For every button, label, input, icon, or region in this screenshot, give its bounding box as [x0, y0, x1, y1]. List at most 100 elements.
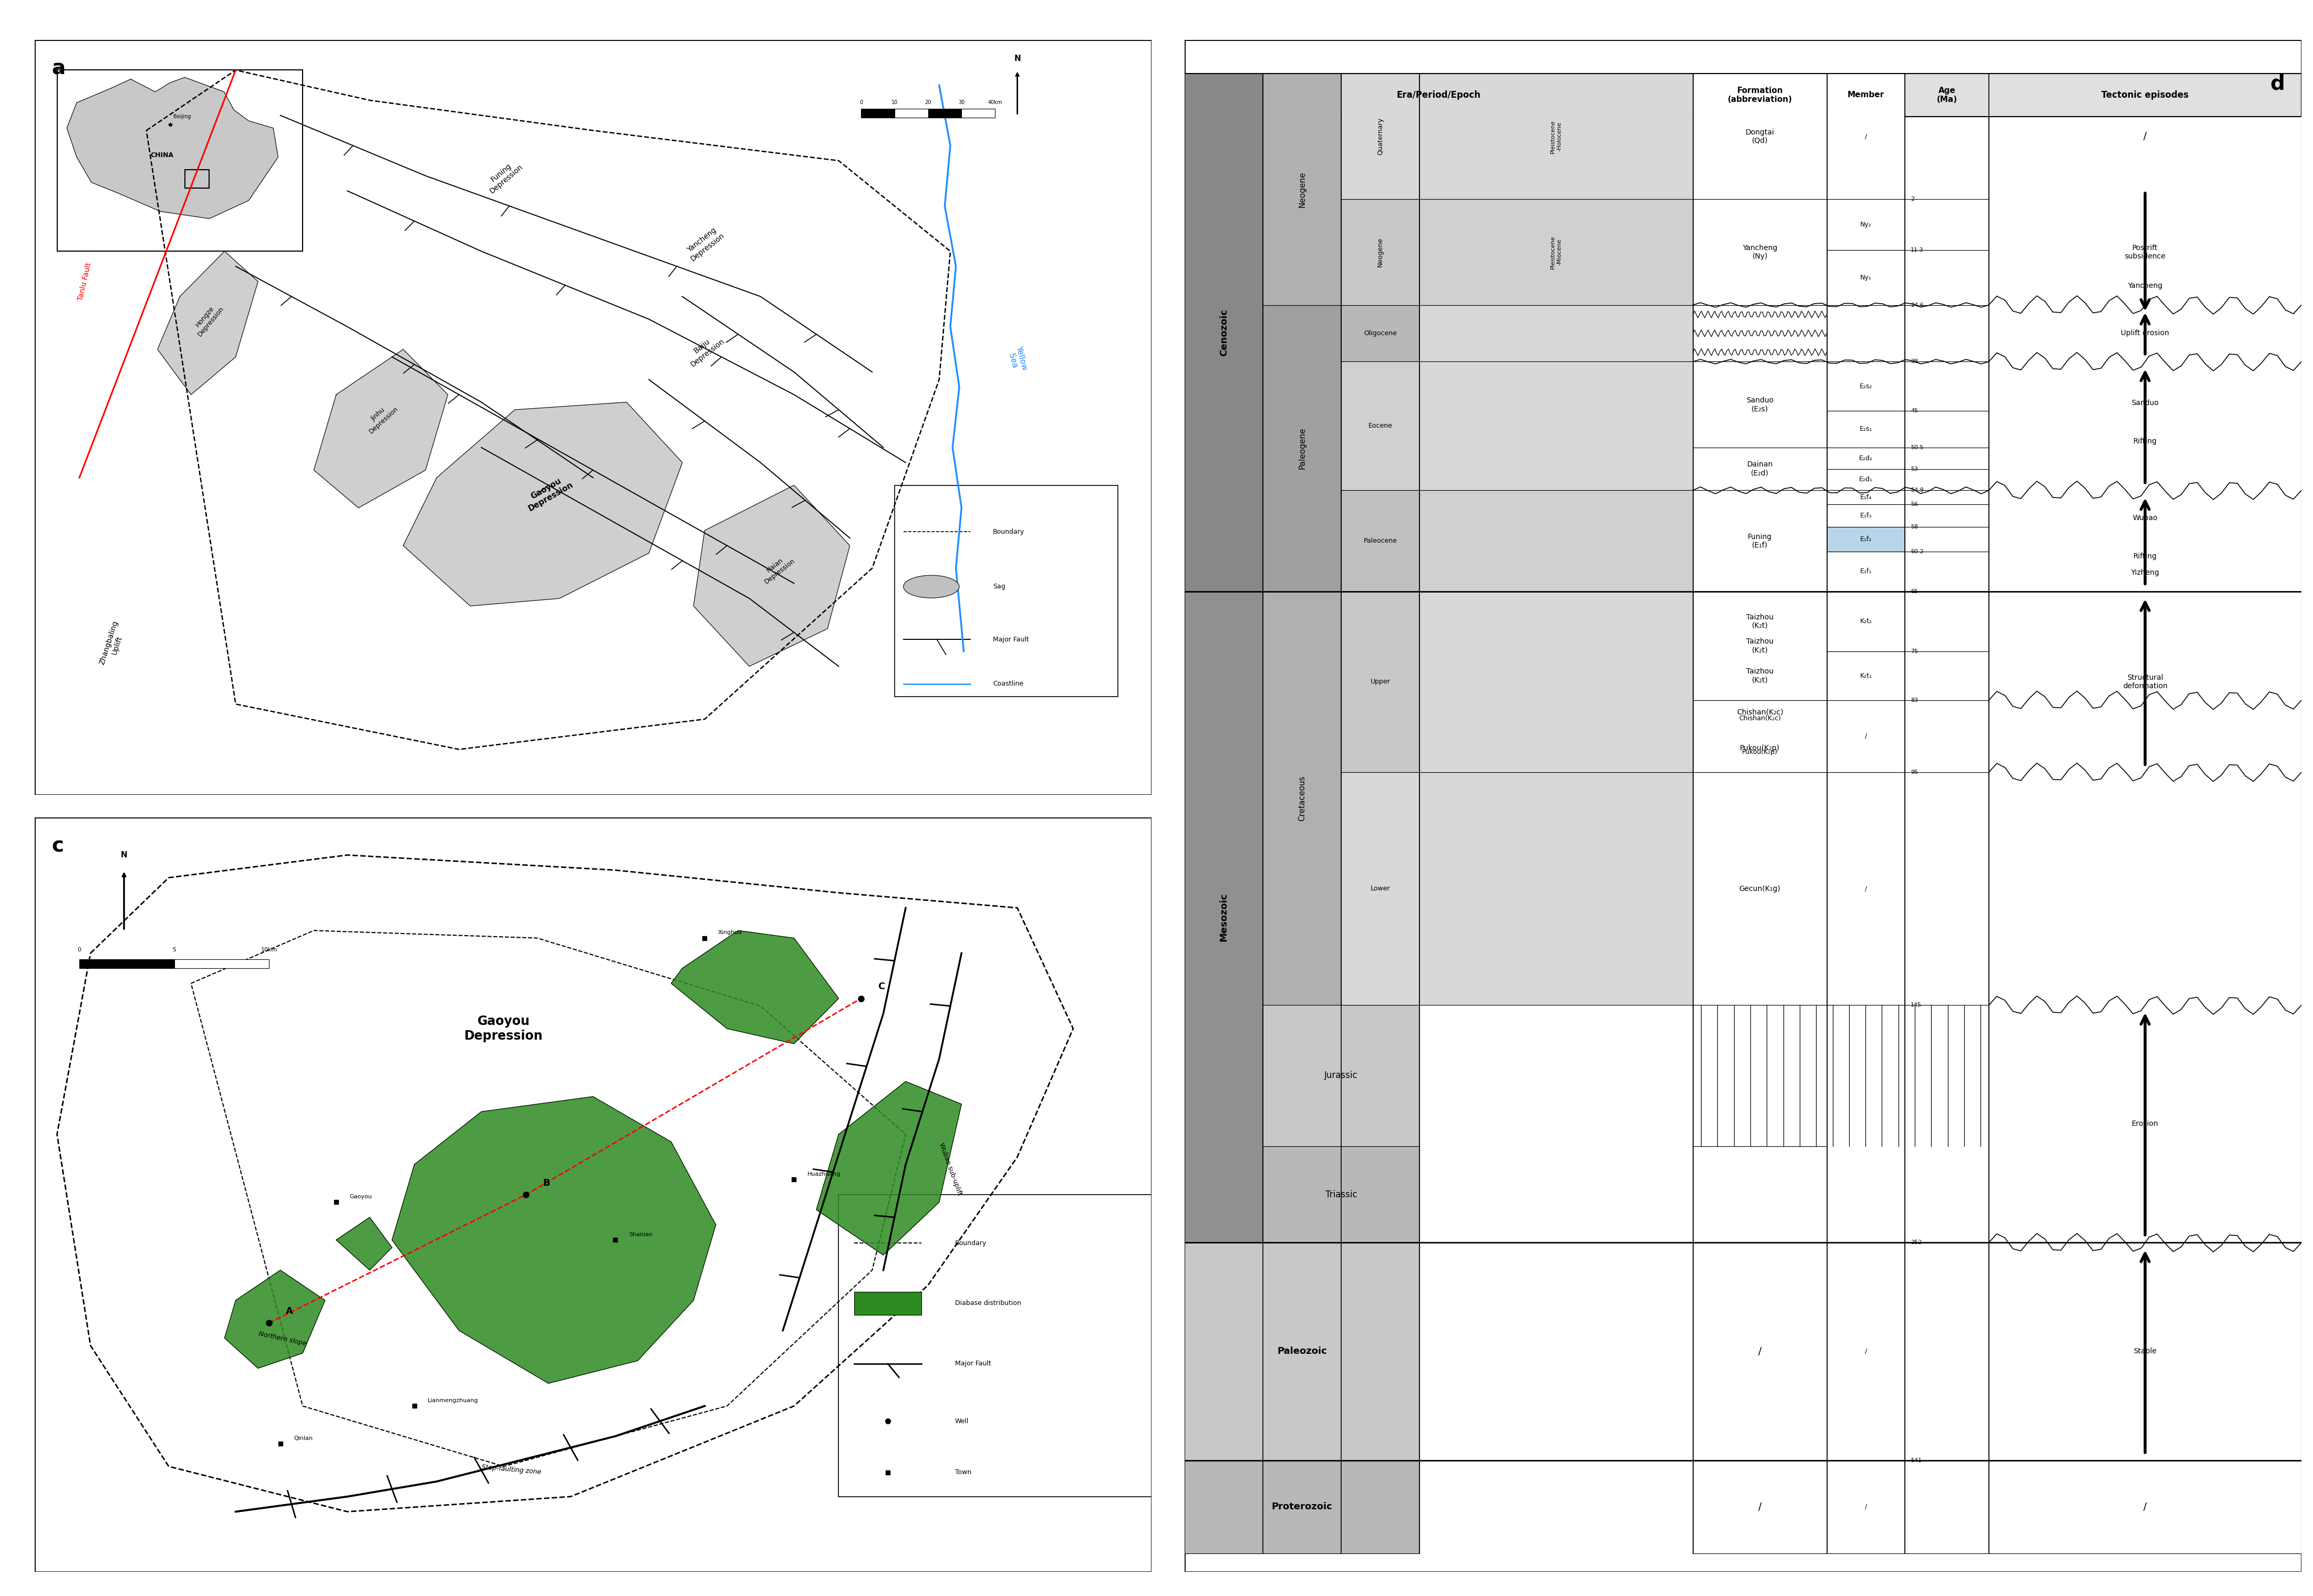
Text: E₂s₂: E₂s₂	[1860, 383, 1871, 389]
Text: 50.5: 50.5	[1911, 445, 1924, 450]
Bar	[1342, 73, 1420, 199]
Text: Gecun(K₁g): Gecun(K₁g)	[1739, 886, 1781, 892]
Text: Beijing: Beijing	[173, 115, 192, 120]
Text: Cenozoic: Cenozoic	[1219, 310, 1228, 356]
Text: 38: 38	[1911, 359, 1917, 364]
Bar	[1827, 362, 1906, 410]
Text: E₂s₁: E₂s₁	[1860, 426, 1871, 433]
Text: Sanduo: Sanduo	[2130, 399, 2158, 407]
Bar	[853, 1293, 921, 1315]
Text: Pukou(K₂p): Pukou(K₂p)	[1742, 749, 1779, 755]
Text: Mesozoic: Mesozoic	[1219, 892, 1228, 942]
Text: Taizhou
(K₂t): Taizhou (K₂t)	[1746, 638, 1774, 654]
Text: Northern slope: Northern slope	[259, 1331, 308, 1347]
Bar	[1989, 117, 2301, 1553]
Text: 40km: 40km	[988, 101, 1002, 105]
Bar	[1693, 701, 1827, 725]
Polygon shape	[694, 485, 849, 667]
Text: Pleistocene
-Miocene: Pleistocene -Miocene	[1550, 235, 1561, 268]
Bar	[58, 70, 303, 251]
Polygon shape	[335, 1218, 391, 1270]
Text: Proterozoic: Proterozoic	[1272, 1502, 1332, 1511]
Text: 65: 65	[1911, 589, 1917, 594]
Bar	[1693, 1243, 1827, 1460]
Bar	[1693, 362, 1827, 447]
Text: 45: 45	[1911, 409, 1917, 413]
Text: Chishan(K₂c): Chishan(K₂c)	[1739, 715, 1781, 721]
Text: Stable: Stable	[2133, 1347, 2156, 1355]
Text: Boundary: Boundary	[955, 1240, 985, 1246]
Text: Gaoyou
Depression: Gaoyou Depression	[465, 1015, 544, 1042]
Bar	[1827, 199, 1906, 251]
Bar	[1184, 1243, 1420, 1460]
Bar	[1827, 552, 1906, 592]
Text: Era/Period/Epoch: Era/Period/Epoch	[1397, 91, 1480, 101]
Text: /: /	[2144, 1502, 2146, 1511]
Bar	[79, 959, 173, 969]
Text: Erosion: Erosion	[2133, 1120, 2158, 1128]
Text: Triassic: Triassic	[1325, 1189, 1358, 1199]
Bar	[1263, 73, 1342, 305]
Text: Rifting: Rifting	[2133, 552, 2158, 560]
Ellipse shape	[904, 575, 960, 598]
Text: Jinhu
Depression: Jinhu Depression	[363, 399, 400, 436]
Text: Funing
(E₁f): Funing (E₁f)	[1749, 533, 1772, 549]
Bar	[173, 959, 268, 969]
Text: Town: Town	[955, 1468, 971, 1476]
Bar	[1827, 701, 1906, 772]
Bar	[1263, 1146, 1420, 1243]
Text: Postrift
subsidence: Postrift subsidence	[2126, 244, 2165, 260]
Text: Hongze
Depression: Hongze Depression	[190, 300, 224, 338]
Bar	[1827, 305, 1906, 362]
Bar	[1693, 701, 1827, 772]
Text: Jurassic: Jurassic	[1325, 1071, 1358, 1080]
Bar	[1906, 117, 1989, 1553]
Text: Qinlan: Qinlan	[294, 1436, 312, 1441]
Bar	[1342, 772, 1420, 1005]
Text: Oligocene: Oligocene	[1365, 330, 1397, 337]
Text: Yizheng: Yizheng	[2130, 568, 2160, 576]
Text: Sag: Sag	[992, 583, 1006, 591]
Bar	[1693, 592, 1827, 651]
Text: 75: 75	[1911, 648, 1917, 654]
Text: Uplift erosion: Uplift erosion	[2121, 330, 2170, 337]
Polygon shape	[391, 1096, 715, 1384]
Text: Sanduo
(E₂s): Sanduo (E₂s)	[1746, 397, 1774, 412]
Text: 11.3: 11.3	[1911, 247, 1924, 252]
Bar	[1184, 73, 1263, 592]
Bar	[1827, 527, 1906, 552]
Text: Shanian: Shanian	[629, 1232, 652, 1237]
Bar	[1342, 199, 1420, 305]
Text: Paleozoic: Paleozoic	[1277, 1347, 1328, 1357]
Text: 30: 30	[958, 101, 965, 105]
Bar	[1420, 305, 1693, 362]
Bar	[1420, 362, 1693, 490]
Bar	[1263, 1005, 1420, 1146]
Text: 2: 2	[1911, 196, 1915, 201]
Text: 95: 95	[1911, 769, 1917, 776]
Text: 541: 541	[1911, 1457, 1922, 1464]
Text: Paleogene: Paleogene	[1298, 428, 1307, 469]
Bar	[1827, 504, 1906, 527]
Bar	[1342, 362, 1420, 490]
Text: Tectonic episodes: Tectonic episodes	[2103, 91, 2188, 101]
Bar	[1827, 447, 1906, 469]
Bar	[1827, 651, 1906, 701]
Text: 24.6: 24.6	[1911, 302, 1924, 308]
Text: Structural
deformation: Structural deformation	[2123, 674, 2167, 689]
Text: B: B	[544, 1178, 550, 1187]
Bar	[1693, 490, 1827, 592]
Bar	[1827, 251, 1906, 305]
Bar	[1827, 1243, 1906, 1460]
Text: Taizhou
(K₂t): Taizhou (K₂t)	[1746, 613, 1774, 629]
Text: Step-faulting zone: Step-faulting zone	[481, 1464, 541, 1476]
Text: Formation
(abbreviation): Formation (abbreviation)	[1728, 86, 1793, 104]
Text: Paleocene: Paleocene	[1362, 538, 1397, 544]
Bar	[1263, 305, 1342, 592]
Bar	[962, 109, 995, 118]
Bar	[1827, 592, 1906, 651]
Text: Pukou(K₂p): Pukou(K₂p)	[1739, 745, 1779, 752]
Text: Gaoyou: Gaoyou	[349, 1194, 372, 1200]
Text: 58: 58	[1911, 525, 1917, 530]
Polygon shape	[671, 930, 840, 1044]
